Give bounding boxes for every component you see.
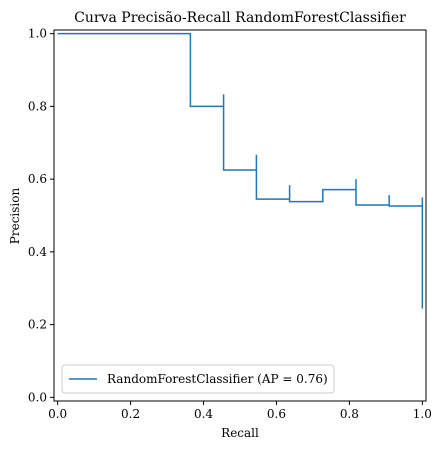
axes-frame	[53, 29, 427, 402]
pr-curve-line	[57, 32, 424, 309]
y-tick-label: 0.2	[28, 318, 47, 332]
legend-box	[61, 364, 335, 394]
y-tick-label: 0.4	[28, 245, 47, 259]
x-tick-label: 1.0	[413, 407, 432, 421]
legend: RandomForestClassifier (AP = 0.76)	[61, 364, 335, 394]
y-tick-label: 0.6	[28, 172, 47, 186]
x-tick-label: 0.8	[340, 407, 359, 421]
plot-area: 0.0 0.2 0.4 0.6 0.8 1.0 0.0 0.2 0.4 0.6 0.8 1.0	[28, 27, 432, 421]
x-axis-title: Recall	[221, 426, 259, 440]
chart-title: Curva Precisão-Recall RandomForestClassi…	[74, 10, 406, 26]
y-tick-label: 0.8	[28, 99, 47, 113]
x-tick-label: 0.0	[48, 407, 67, 421]
x-tick-label: 0.4	[194, 407, 213, 421]
x-tick-label: 0.6	[267, 407, 286, 421]
legend-label: RandomForestClassifier (AP = 0.76)	[107, 372, 328, 386]
x-tick-label: 0.2	[121, 407, 140, 421]
y-tick-label: 0.0	[28, 390, 47, 404]
y-tick-label: 1.0	[28, 27, 47, 41]
y-axis-title: Precision	[8, 188, 22, 245]
